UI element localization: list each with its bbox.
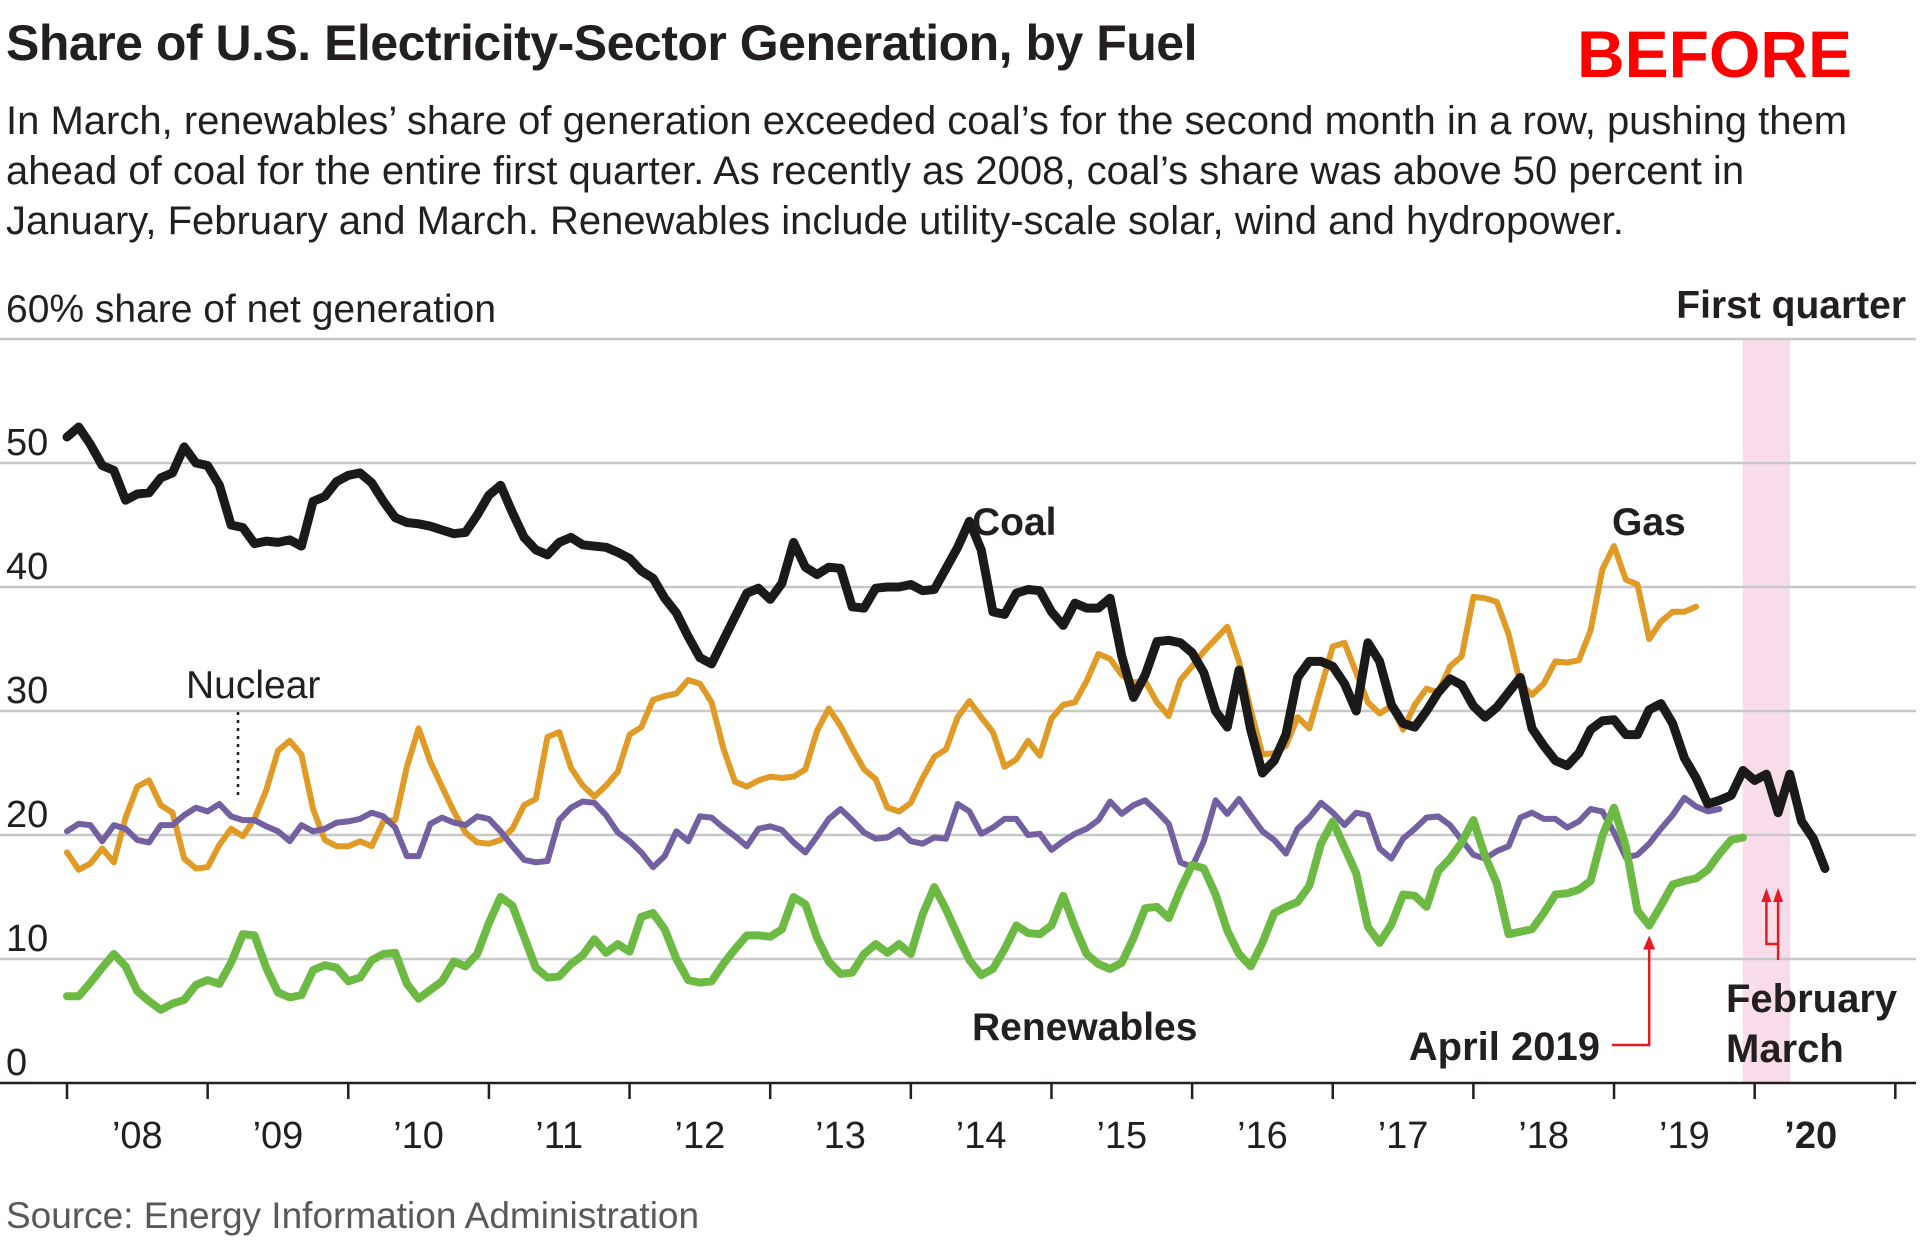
y-tick-label: 50: [6, 422, 48, 464]
nuclear-series-line: [64, 794, 1723, 871]
x-tick-label: ’09: [253, 1115, 304, 1157]
gridlines: [0, 337, 1916, 1085]
x-tick-label: ’19: [1659, 1115, 1710, 1157]
y-axis-ticks: 0 10 20 30 40 50: [6, 422, 48, 1084]
y-tick-label: 10: [6, 918, 48, 960]
y-axis-label: 60% share of net generation: [6, 288, 496, 331]
march-label: March: [1726, 1027, 1844, 1071]
february-label: February: [1726, 977, 1898, 1021]
chart-subtitle: In March, renewables’ share of generatio…: [6, 99, 1848, 243]
first-quarter-label: First quarter: [1676, 284, 1906, 327]
before-badge: BEFORE: [1576, 17, 1852, 91]
x-tick-label: ’15: [1096, 1115, 1147, 1157]
x-tick-label: ’14: [956, 1115, 1007, 1157]
coal-series-line: [62, 422, 1830, 873]
february-arrowhead: [1761, 888, 1772, 902]
coal-label: Coal: [972, 501, 1057, 544]
annotations: Nuclear Coal Gas Renewables April 2019 F…: [186, 501, 1898, 1071]
x-tick-label: ’12: [675, 1115, 726, 1157]
february-leader-line: [1765, 900, 1780, 946]
x-tick-label: ’16: [1237, 1115, 1288, 1157]
source-note: Source: Energy Information Administratio…: [6, 1195, 700, 1236]
y-tick-label: 30: [6, 670, 48, 712]
renewables-label: Renewables: [972, 1006, 1197, 1049]
march-arrowhead: [1773, 888, 1784, 902]
gas-series-line: [64, 543, 1700, 873]
april-2019-leader-line: [1612, 945, 1651, 1047]
chart-title: Share of U.S. Electricity-Sector Generat…: [6, 15, 1198, 71]
x-tick-label: ’18: [1518, 1115, 1569, 1157]
x-tick-label: ’20: [1784, 1115, 1837, 1157]
x-tick-label: ’11: [535, 1115, 583, 1157]
x-tick-label: ’17: [1378, 1115, 1429, 1157]
series-lines: [62, 422, 1830, 1014]
nuclear-label: Nuclear: [186, 664, 320, 707]
x-axis: ’08 ’09 ’10 ’11 ’12 ’13 ’14 ’15 ’16 ’17 ’18 ’19 ’20: [65, 1083, 1897, 1157]
x-tick-label: ’13: [815, 1115, 866, 1157]
renewables-series-line: [63, 803, 1747, 1014]
gas-label: Gas: [1612, 501, 1686, 544]
april-2019-arrowhead: [1643, 935, 1656, 950]
y-tick-label: 0: [6, 1042, 27, 1084]
x-tick-label: ’10: [393, 1115, 444, 1157]
x-tick-label: ’08: [112, 1115, 163, 1157]
y-tick-label: 20: [6, 794, 48, 836]
april-2019-label: April 2019: [1409, 1025, 1600, 1069]
y-tick-label: 40: [6, 546, 48, 588]
